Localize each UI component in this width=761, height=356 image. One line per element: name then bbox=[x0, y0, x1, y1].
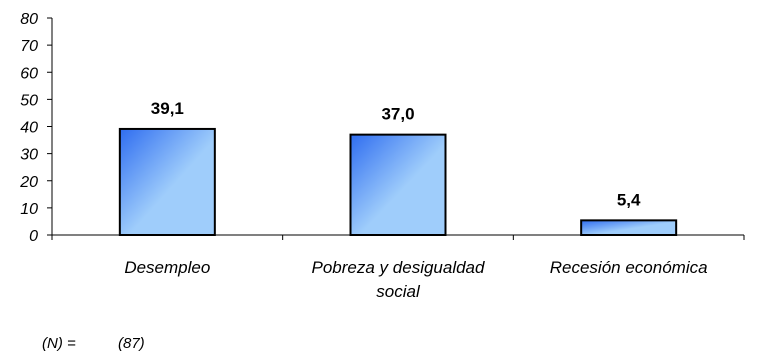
y-tick-label: 70 bbox=[20, 38, 38, 55]
data-label: 37,0 bbox=[381, 105, 414, 124]
y-tick-label: 50 bbox=[20, 92, 38, 109]
y-tick-label: 20 bbox=[19, 174, 38, 191]
y-tick-label: 30 bbox=[20, 147, 38, 164]
bars-group bbox=[118, 127, 678, 236]
axes: 0 10 20 30 40 50 60 70 80 bbox=[19, 11, 745, 245]
y-tick-label: 60 bbox=[20, 65, 38, 82]
x-tick-label: Desempleo bbox=[124, 258, 210, 277]
labels-group: 39,1 Desempleo 37,0 Pobreza y desigualdad so… bbox=[124, 99, 707, 301]
y-tick-label: 0 bbox=[29, 228, 38, 245]
sample-size-label: (N) = bbox=[42, 335, 76, 352]
x-tick-label: Recesión económica bbox=[550, 258, 708, 277]
y-tick-label: 10 bbox=[20, 201, 38, 218]
bar bbox=[118, 127, 216, 236]
data-label: 39,1 bbox=[151, 99, 184, 118]
y-tick-label: 80 bbox=[20, 11, 38, 28]
x-tick-label: Pobreza y desigualdad social bbox=[312, 258, 486, 301]
bar bbox=[349, 133, 447, 236]
bar-chart: 0 10 20 30 40 50 60 70 80 39,1 Desempleo 37,0 Pobre… bbox=[19, 11, 745, 301]
y-tick-label: 40 bbox=[20, 120, 38, 137]
data-label: 5,4 bbox=[617, 190, 641, 209]
bar bbox=[580, 219, 678, 236]
sample-size-value: (87) bbox=[118, 335, 145, 352]
